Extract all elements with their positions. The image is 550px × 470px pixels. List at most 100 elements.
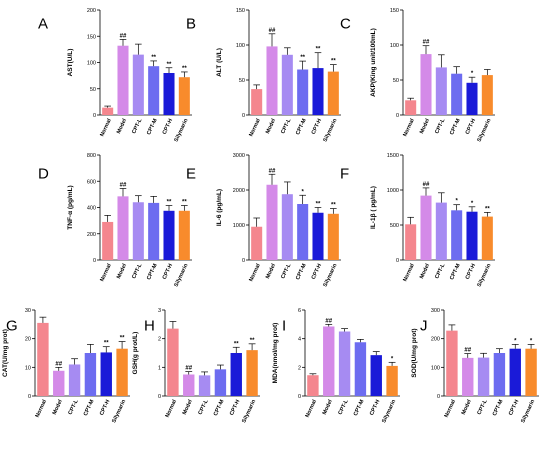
significance-label: ** xyxy=(234,341,239,347)
panel-label: I xyxy=(282,317,286,334)
significance-label: ## xyxy=(55,361,62,367)
x-tick-label: CPT-L xyxy=(338,398,350,416)
y-tick-label: 600 xyxy=(87,179,96,185)
bar-normal xyxy=(102,107,114,115)
bar-cpt-m xyxy=(214,369,227,396)
bar-normal xyxy=(251,89,263,115)
significance-label: ** xyxy=(151,55,156,61)
y-axis-title: AST(U/L) xyxy=(67,49,74,77)
y-tick-label: 30 xyxy=(25,308,31,314)
bar-model xyxy=(117,45,129,116)
panel-label: C xyxy=(340,15,351,32)
x-tick-label: Silymarin xyxy=(174,117,190,143)
x-tick-label: Normal xyxy=(248,117,262,137)
x-tick-label: CPT-H xyxy=(465,263,477,281)
significance-label: * xyxy=(514,338,517,344)
x-tick-label: CPT-H xyxy=(508,399,520,417)
bar-model xyxy=(420,195,432,260)
y-tick-label: 3 xyxy=(158,308,161,314)
significance-label: ** xyxy=(120,336,125,342)
significance-label: ** xyxy=(331,203,336,209)
bar-cpt-m xyxy=(148,202,160,260)
x-tick-label: CPT-L xyxy=(131,117,143,135)
y-axis-title: AKP(King unit/100mL) xyxy=(370,28,377,97)
bar-silymarin xyxy=(246,350,258,396)
bar-model xyxy=(462,357,474,396)
x-tick-label: Silymarin xyxy=(520,398,536,424)
bar-cpt-h xyxy=(370,355,382,396)
x-tick-label: CPT-L xyxy=(477,398,489,416)
x-tick-label: Model xyxy=(322,398,334,415)
bar-cpt-l xyxy=(132,54,144,115)
x-tick-label: Model xyxy=(419,117,431,134)
bar-normal xyxy=(405,100,417,115)
y-tick-label: 10 xyxy=(25,365,31,371)
x-tick-label: CPT-M xyxy=(295,118,308,136)
x-tick-label: CPT-L xyxy=(280,262,292,280)
bar-model xyxy=(266,184,278,260)
x-tick-label: CPT-L xyxy=(131,262,143,280)
significance-label: ** xyxy=(300,55,305,61)
x-tick-label: Model xyxy=(116,262,128,279)
y-tick-label: 100 xyxy=(390,43,399,49)
y-axis-title: MDA(nmol/mg prot) xyxy=(272,323,279,384)
significance-label: ## xyxy=(120,33,127,39)
y-tick-label: 400 xyxy=(87,206,96,212)
significance-label: ## xyxy=(120,182,127,188)
x-tick-label: Silymarin xyxy=(174,262,190,288)
significance-label: ** xyxy=(182,66,187,72)
bar-cpt-m xyxy=(84,353,97,396)
x-tick-label: CPT-L xyxy=(434,117,446,135)
y-tick-label: 200 xyxy=(431,337,440,343)
significance-label: ** xyxy=(316,202,321,208)
significance-label: ## xyxy=(423,182,430,188)
x-tick-label: CPT-M xyxy=(146,118,159,136)
y-tick-label: 4 xyxy=(298,337,301,343)
x-tick-label: CPT-H xyxy=(465,118,477,136)
y-axis-title: SOD(U/mg prot) xyxy=(411,328,418,377)
bar-cpt-l xyxy=(132,202,144,260)
bar-cpt-l xyxy=(281,194,293,260)
bar-normal xyxy=(405,224,417,260)
significance-label: ## xyxy=(269,168,276,174)
bar-normal xyxy=(102,221,114,260)
x-tick-label: Silymarin xyxy=(241,398,257,424)
significance-label: ## xyxy=(269,28,276,34)
significance-label: ** xyxy=(485,206,490,212)
y-tick-label: 500 xyxy=(390,223,399,229)
chart-panel-d: D TNF-α (pg/mL) 0 200 400 600 800 Normal ## Model… xyxy=(38,153,192,288)
bar-model xyxy=(183,374,195,396)
x-tick-label: Silymarin xyxy=(323,117,339,143)
bar-cpt-h xyxy=(230,353,242,396)
x-tick-label: CPT-M xyxy=(449,263,462,281)
significance-label: * xyxy=(391,356,394,362)
bar-cpt-l xyxy=(198,375,211,396)
bar-cpt-h xyxy=(312,68,324,115)
significance-label: ** xyxy=(104,341,109,347)
y-tick-label: 50 xyxy=(393,78,399,84)
x-tick-label: Model xyxy=(265,262,277,279)
y-tick-label: 150 xyxy=(236,8,245,14)
y-axis-title: GSH(g prot/L) xyxy=(132,332,139,375)
y-tick-label: 1000 xyxy=(387,188,399,194)
bar-silymarin xyxy=(178,77,190,115)
y-axis-title: TNF-α (pg/mL) xyxy=(67,185,74,229)
significance-label: ** xyxy=(331,59,336,65)
bar-cpt-m xyxy=(354,342,367,396)
bar-cpt-h xyxy=(509,348,521,396)
y-tick-label: 6 xyxy=(298,308,301,314)
bar-normal xyxy=(251,226,263,260)
bar-silymarin xyxy=(386,365,398,396)
bar-silymarin xyxy=(327,71,339,115)
x-tick-label: CPT-H xyxy=(99,399,111,417)
y-tick-label: 1 xyxy=(158,365,161,371)
significance-label: * xyxy=(301,189,304,195)
significance-label: ** xyxy=(182,200,187,206)
significance-label: ** xyxy=(250,338,255,344)
y-axis-title: ALT (U/L) xyxy=(216,48,223,77)
significance-label: ## xyxy=(185,366,192,372)
bar-cpt-m xyxy=(297,204,309,260)
